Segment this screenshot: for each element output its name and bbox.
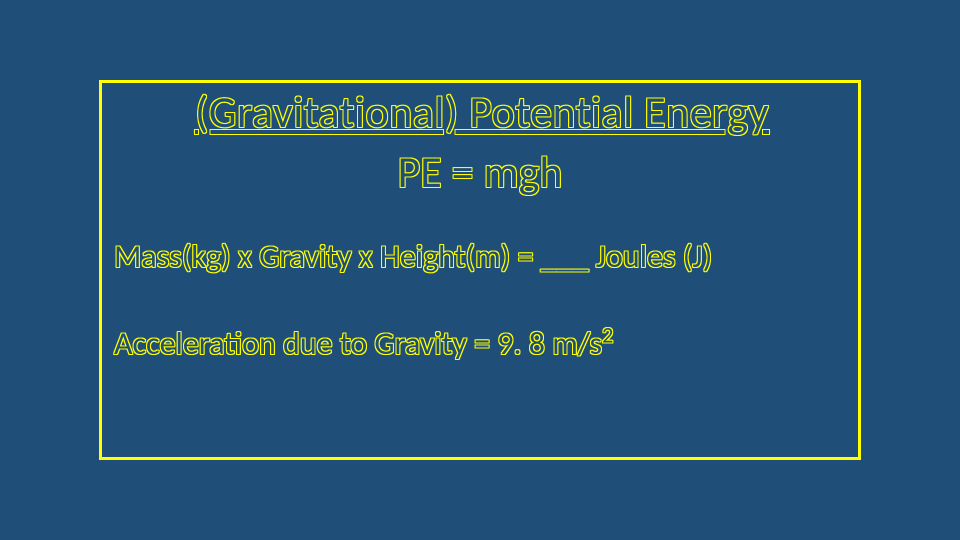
- gravity-text: Acceleration due to Gravity = 9. 8 m/s2: [114, 324, 858, 363]
- content-box: (Gravitational) Potential Energy PE = mg…: [99, 80, 861, 460]
- gravity-prefix: Acceleration due to Gravity = 9. 8 m/s: [114, 324, 602, 363]
- formula-text: PE = mgh: [102, 145, 858, 199]
- slide-title: (Gravitational) Potential Energy: [110, 85, 854, 139]
- equation-text: Mass(kg) x Gravity x Height(m) = ___ Jou…: [114, 237, 858, 276]
- gravity-exponent: 2: [602, 322, 613, 349]
